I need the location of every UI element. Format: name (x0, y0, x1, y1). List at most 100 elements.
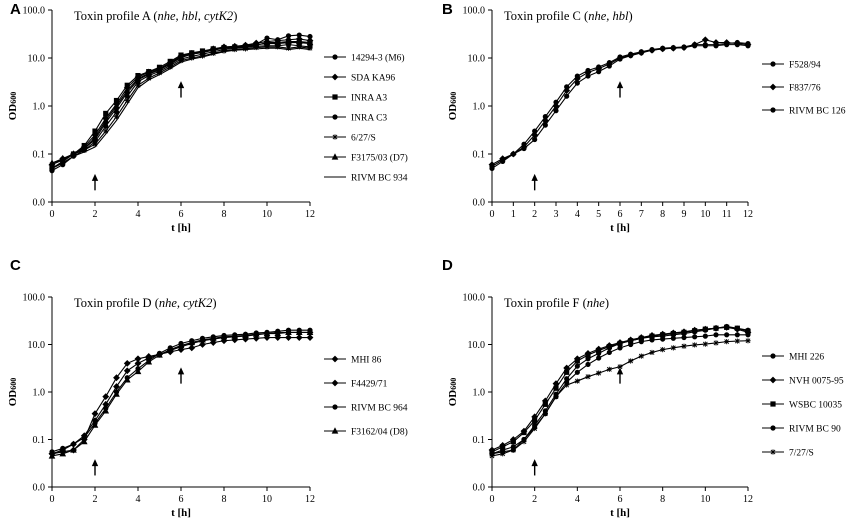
x-tick-label: 5 (596, 209, 601, 220)
data-point (80, 437, 88, 445)
series-7/27/S (489, 338, 751, 459)
arrow-marker (91, 459, 99, 476)
data-point (306, 38, 314, 46)
data-point (263, 334, 271, 341)
legend-item: WSBC 10035 (762, 401, 842, 411)
data-point (724, 339, 730, 345)
data-point (713, 43, 719, 49)
data-point (177, 341, 185, 349)
data-point (167, 64, 173, 70)
legend-item: 14294-3 (M6) (324, 53, 405, 64)
x-tick-label: 2 (93, 209, 98, 220)
data-point (542, 401, 548, 407)
data-point (177, 53, 185, 60)
data-point (638, 353, 644, 359)
legend-label: INRA C3 (351, 114, 387, 124)
data-point (574, 369, 580, 375)
legend-marker (331, 73, 339, 81)
x-tick-label: 9 (682, 209, 687, 220)
series-RIVM BC 934 (51, 47, 311, 169)
data-point (285, 37, 292, 45)
legend-label: MHI 226 (789, 353, 824, 363)
data-point (209, 46, 217, 53)
legend-marker (332, 114, 338, 120)
y-tick-label: 1.0 (33, 102, 46, 113)
y-tick-label: 0.1 (473, 150, 486, 161)
legend-marker (770, 61, 776, 67)
arrow-marker (91, 173, 99, 191)
legend-marker (770, 353, 776, 359)
data-point (113, 114, 120, 120)
legend-label: F4429/71 (351, 380, 388, 390)
legend-label: 14294-3 (M6) (351, 53, 405, 64)
data-point (734, 325, 740, 331)
legend-label: RIVM BC 90 (789, 425, 841, 435)
data-point (113, 102, 120, 109)
legend-label: INRA A3 (351, 94, 387, 104)
data-point (285, 334, 292, 341)
data-point (660, 332, 666, 338)
x-tick-label: 0 (490, 209, 495, 220)
y-tick-label: 0.1 (33, 435, 46, 446)
data-point (285, 328, 292, 335)
y-tick-label: 10.0 (468, 54, 486, 65)
series-line (491, 340, 749, 457)
y-tick-label: 0.1 (33, 150, 46, 161)
series-F4429/71 (48, 328, 314, 458)
data-point (564, 382, 570, 388)
panel-title: Toxin profile D (nhe, cytK2) (74, 296, 217, 310)
data-point (596, 69, 602, 75)
data-point (734, 338, 740, 344)
data-point (145, 358, 153, 365)
data-point (585, 361, 591, 368)
data-point (123, 367, 131, 375)
data-point (574, 363, 580, 369)
data-point (48, 452, 56, 459)
data-point (209, 334, 217, 341)
data-point (564, 93, 570, 99)
x-tick-label: 6 (618, 209, 623, 220)
legend-item: NVH 0075-95 (762, 377, 844, 387)
data-point (231, 332, 239, 339)
arrow-marker (616, 367, 624, 384)
data-point (188, 344, 196, 352)
legend-item: MHI 86 (324, 356, 382, 366)
y-tick-label: 1.0 (473, 102, 486, 113)
y-axis-label: OD600 (447, 92, 459, 121)
legend-marker (770, 107, 776, 113)
x-tick-label: 8 (660, 494, 665, 505)
data-point (660, 347, 666, 353)
legend-label: F837/76 (789, 84, 821, 94)
data-point (606, 344, 612, 350)
data-point (606, 366, 612, 372)
data-point (178, 58, 184, 64)
y-axis-label: OD600 (7, 378, 19, 407)
data-point (681, 329, 687, 335)
x-tick-label: 8 (222, 209, 227, 220)
legend-marker (332, 54, 338, 60)
data-point (724, 42, 730, 48)
data-point (574, 358, 580, 364)
legend-item: RIVM BC 934 (324, 174, 408, 184)
y-tick-label: 10.0 (28, 340, 46, 351)
data-point (263, 329, 271, 337)
data-point (295, 328, 303, 335)
data-point (274, 329, 282, 337)
data-point (91, 410, 99, 418)
data-point (724, 324, 730, 330)
data-point (166, 345, 174, 353)
data-point (617, 345, 623, 351)
x-tick-label: 7 (639, 209, 644, 220)
x-tick-label: 2 (93, 494, 98, 505)
x-tick-label: 2 (532, 209, 537, 220)
data-point (628, 53, 634, 59)
data-point (210, 50, 216, 56)
data-point (220, 44, 228, 51)
data-point (306, 334, 314, 341)
data-point (745, 338, 751, 344)
data-point (489, 453, 495, 459)
data-point (681, 334, 687, 341)
x-tick-label: 0 (490, 494, 495, 505)
data-point (146, 75, 152, 81)
